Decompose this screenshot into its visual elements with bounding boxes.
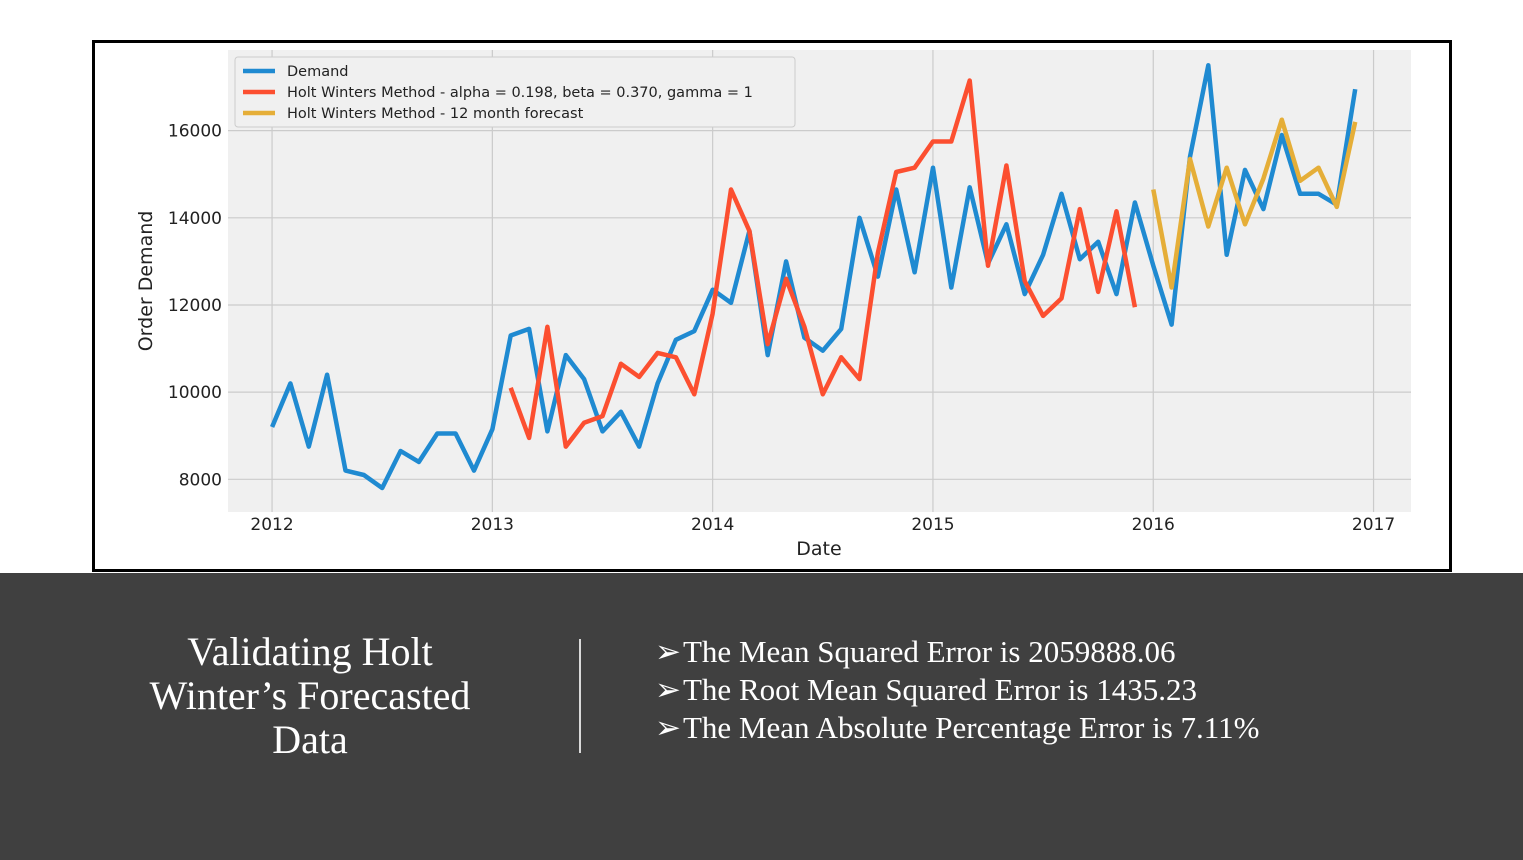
metric-text: The Root Mean Squared Error is 1435.23 (683, 672, 1197, 707)
legend-label: Demand (287, 64, 349, 80)
tick-labels: 8000 10000 12000 14000 16000 2012 2013 2014 2015… (168, 122, 1395, 535)
legend-box (234, 56, 796, 128)
legend-label: Holt Winters Method - alpha = 0.198, bet… (287, 85, 753, 101)
series-lines (270, 63, 1358, 491)
metric-text: The Mean Absolute Percentage Error is 7.… (683, 710, 1260, 745)
x-tick-label: 2016 (1132, 515, 1175, 535)
arrow-bullet-icon: ➢ (655, 710, 681, 745)
metric-mse: ➢The Mean Squared Error is 2059888.06 (655, 633, 1259, 671)
bottom-panel: Validating Holt Winter’s Forecasted Data… (0, 573, 1523, 860)
y-tick-label: 16000 (168, 122, 222, 142)
x-tick-label: 2013 (471, 515, 514, 535)
x-tick-label: 2015 (911, 515, 954, 535)
series-line-1 (270, 63, 1358, 491)
x-tick-label: 2012 (250, 515, 293, 535)
metric-mape: ➢The Mean Absolute Percentage Error is 7… (655, 709, 1259, 747)
slide-title: Validating Holt Winter’s Forecasted Data (149, 629, 471, 762)
series-line-3 (1151, 117, 1358, 290)
y-tick-label: 12000 (168, 296, 222, 316)
divider (579, 639, 581, 753)
y-tick-label: 8000 (179, 470, 222, 490)
y-axis-label: Order Demand (135, 211, 157, 352)
x-axis-label: Date (796, 538, 841, 560)
legend-label: Holt Winters Method - 12 month forecast (287, 106, 584, 122)
metric-rmse: ➢The Root Mean Squared Error is 1435.23 (655, 671, 1259, 709)
chart-frame: 8000 10000 12000 14000 16000 2012 2013 2014 2015… (92, 40, 1452, 572)
x-tick-label: 2014 (691, 515, 734, 535)
series-line-2 (508, 78, 1138, 449)
metrics-list: ➢The Mean Squared Error is 2059888.06 ➢T… (655, 633, 1259, 747)
x-tick-label: 2017 (1352, 515, 1395, 535)
y-tick-label: 10000 (168, 383, 222, 403)
arrow-bullet-icon: ➢ (655, 634, 681, 669)
line-chart: 8000 10000 12000 14000 16000 2012 2013 2014 2015… (135, 50, 1411, 560)
legend: Demand Holt Winters Method - alpha = 0.19… (234, 56, 796, 128)
metric-text: The Mean Squared Error is 2059888.06 (683, 634, 1176, 669)
arrow-bullet-icon: ➢ (655, 672, 681, 707)
y-tick-label: 14000 (168, 209, 222, 229)
